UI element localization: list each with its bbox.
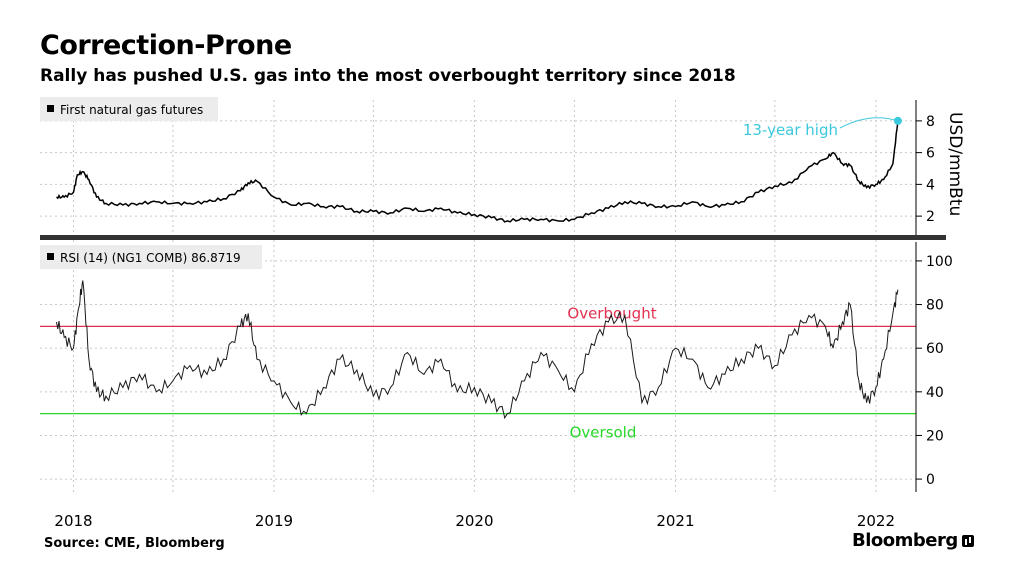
reference-lines: Overbought Oversold	[40, 304, 916, 442]
annotation-point	[893, 116, 902, 125]
rsi-y-tick-label: 0	[926, 472, 935, 488]
rsi-y-tick-label: 20	[926, 428, 944, 444]
reference-label: Oversold	[570, 424, 637, 442]
rsi-y-tick-label: 100	[926, 254, 953, 270]
x-tick-label: 2021	[656, 512, 694, 530]
x-tick-label: 2022	[857, 512, 895, 530]
price-legend: First natural gas futures	[40, 97, 218, 121]
rsi-legend-swatch	[47, 253, 54, 260]
brand-icon	[961, 535, 974, 547]
price-y-tick-label: 4	[926, 177, 935, 193]
source-note: Source: CME, Bloomberg	[44, 536, 225, 551]
rsi-legend: RSI (14) (NG1 COMB) 86.8719	[40, 245, 262, 269]
rsi-legend-label: RSI (14) (NG1 COMB) 86.8719	[60, 251, 241, 265]
price-y-tick-label: 2	[926, 209, 935, 225]
x-tick-label: 2018	[54, 512, 92, 530]
reference-label: Overbought	[567, 304, 656, 322]
x-tick-label: 2020	[455, 512, 493, 530]
rsi-legend-box	[40, 245, 262, 269]
price-legend-label: First natural gas futures	[60, 103, 203, 117]
chart-title: Correction-Prone	[40, 30, 292, 61]
brand-logo: Bloomberg	[852, 530, 974, 551]
grid-lines	[40, 100, 916, 492]
chart-subtitle: Rally has pushed U.S. gas into the most …	[40, 66, 736, 86]
rsi-y-tick-label: 60	[926, 341, 944, 357]
price-y-tick-label: 6	[926, 146, 935, 162]
panel-divider	[40, 235, 946, 240]
price-legend-swatch	[47, 105, 54, 112]
rsi-y-tick-label: 80	[926, 298, 944, 314]
price-y-tick-label: 8	[926, 114, 935, 130]
rsi-y-tick-label: 40	[926, 385, 944, 401]
price-series-line	[56, 120, 899, 223]
annotation-label: 13-year high	[743, 121, 838, 139]
rsi-series-line	[56, 280, 899, 420]
brand-text: Bloomberg	[852, 530, 958, 551]
annotation-leader	[839, 117, 899, 129]
price-legend-box	[40, 97, 218, 121]
x-tick-label: 2019	[255, 512, 293, 530]
series-lines	[56, 116, 902, 420]
price-axis-label: USD/mmBtu	[945, 112, 965, 216]
